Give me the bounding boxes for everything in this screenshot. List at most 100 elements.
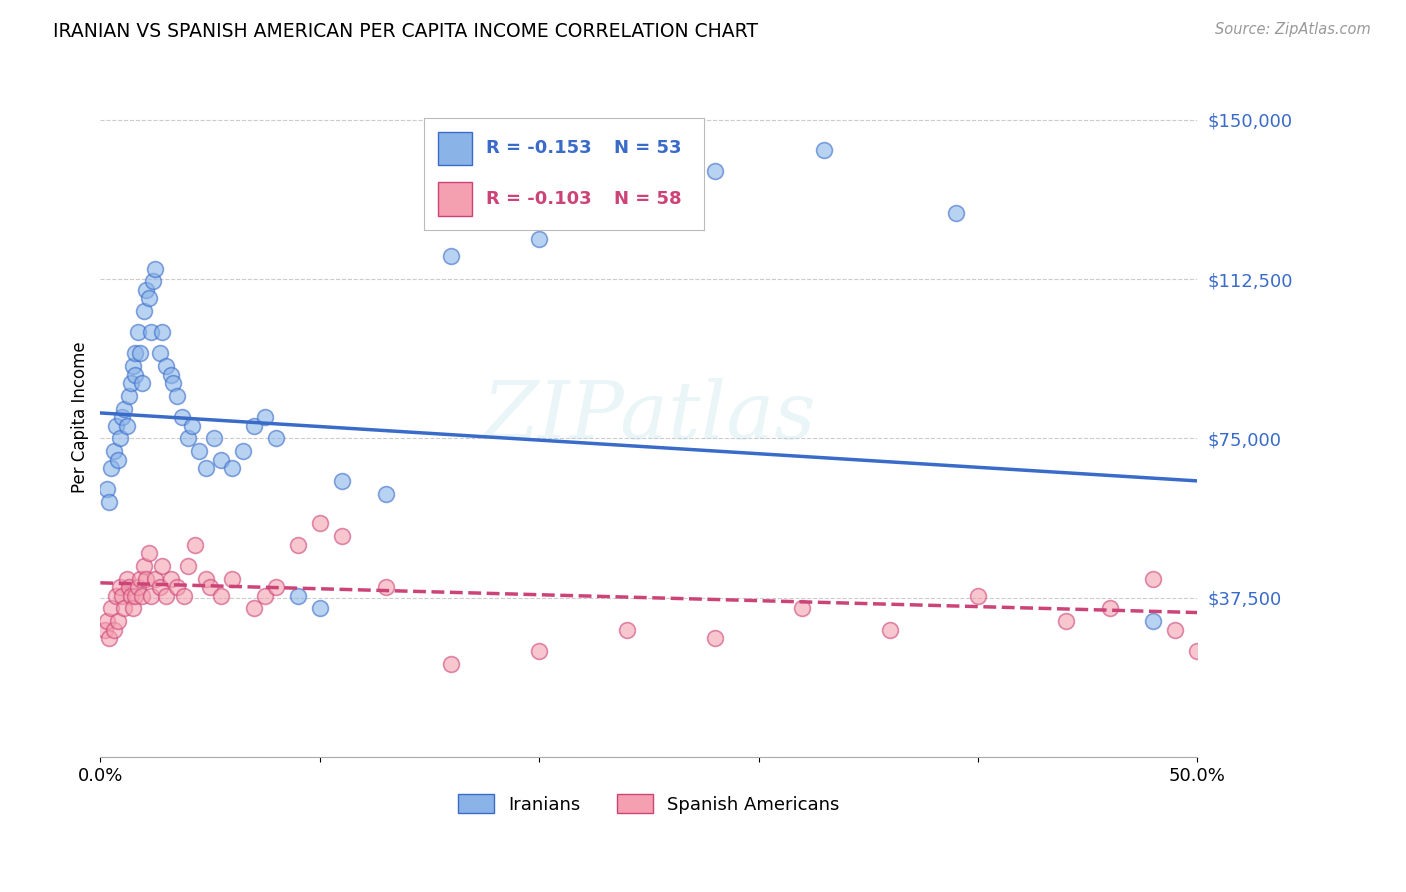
Point (107, 452, 129, 467)
Point (221, 572, 243, 586)
Point (616, 198, 638, 212)
Point (118, 580, 141, 594)
Point (124, 589, 146, 603)
Point (159, 368, 181, 382)
Point (131, 589, 153, 603)
Point (115, 418, 138, 433)
Point (100, 461, 122, 475)
Legend: Iranians, Spanish Americans: Iranians, Spanish Americans (449, 785, 849, 822)
Point (1251, 657, 1274, 671)
Point (253, 410, 276, 425)
Point (616, 623, 638, 637)
Point (194, 572, 217, 586)
Point (103, 623, 125, 637)
Point (100, 601, 122, 615)
Point (792, 601, 814, 615)
Point (308, 516, 330, 531)
Point (177, 558, 200, 573)
Point (107, 614, 129, 628)
Point (98, 631, 121, 645)
Point (122, 601, 145, 615)
Point (162, 376, 184, 391)
Text: ZIPatlas: ZIPatlas (482, 378, 815, 456)
Point (967, 589, 990, 603)
Point (374, 580, 396, 594)
Point (108, 580, 131, 594)
Point (96, 483, 118, 497)
Point (138, 546, 160, 560)
Point (138, 291, 160, 305)
Point (330, 474, 353, 488)
Point (98, 495, 121, 509)
Point (143, 572, 166, 586)
Point (115, 572, 138, 586)
Point (308, 601, 330, 615)
Point (177, 432, 200, 446)
Point (127, 580, 149, 594)
Point (1098, 601, 1121, 615)
Point (232, 444, 254, 458)
Point (703, 164, 725, 178)
Text: IRANIAN VS SPANISH AMERICAN PER CAPITA INCOME CORRELATION CHART: IRANIAN VS SPANISH AMERICAN PER CAPITA I… (53, 22, 758, 41)
Point (173, 589, 195, 603)
Point (114, 601, 136, 615)
Point (114, 401, 136, 416)
Point (120, 589, 142, 603)
Point (128, 346, 150, 360)
Point (131, 376, 153, 391)
Point (104, 589, 127, 603)
Point (1164, 623, 1187, 637)
Point (1208, 589, 1230, 603)
Point (93, 623, 115, 637)
Point (150, 325, 173, 339)
Point (139, 325, 162, 339)
Point (330, 529, 353, 543)
Point (118, 389, 141, 403)
Y-axis label: Per Capita Income: Per Capita Income (72, 342, 89, 493)
Point (96, 614, 118, 628)
Point (166, 389, 188, 403)
Point (527, 232, 550, 246)
Point (124, 346, 146, 360)
Point (813, 143, 835, 157)
Point (440, 249, 463, 263)
Point (108, 432, 131, 446)
Point (1274, 673, 1296, 688)
Point (703, 631, 725, 645)
Point (120, 376, 142, 391)
Point (127, 325, 149, 339)
Point (440, 657, 463, 671)
Point (264, 432, 287, 446)
Point (149, 346, 172, 360)
Point (243, 418, 266, 433)
Point (527, 644, 550, 658)
Point (170, 410, 193, 425)
Point (143, 261, 166, 276)
Point (134, 558, 156, 573)
Point (287, 589, 309, 603)
Point (155, 359, 177, 374)
Point (104, 418, 127, 433)
Point (221, 461, 243, 475)
Point (264, 580, 287, 594)
Point (103, 444, 125, 458)
Point (209, 589, 232, 603)
Point (1142, 572, 1164, 586)
Point (194, 461, 217, 475)
Point (155, 589, 177, 603)
Point (209, 452, 232, 467)
Point (122, 359, 145, 374)
Point (111, 589, 134, 603)
Point (111, 410, 134, 425)
Point (150, 558, 173, 573)
Point (204, 432, 226, 446)
Point (287, 538, 309, 552)
Point (159, 572, 181, 586)
Point (134, 304, 156, 318)
Point (188, 444, 211, 458)
Point (166, 580, 188, 594)
Point (879, 623, 901, 637)
Point (181, 418, 204, 433)
Point (183, 538, 205, 552)
Text: Source: ZipAtlas.com: Source: ZipAtlas.com (1215, 22, 1371, 37)
